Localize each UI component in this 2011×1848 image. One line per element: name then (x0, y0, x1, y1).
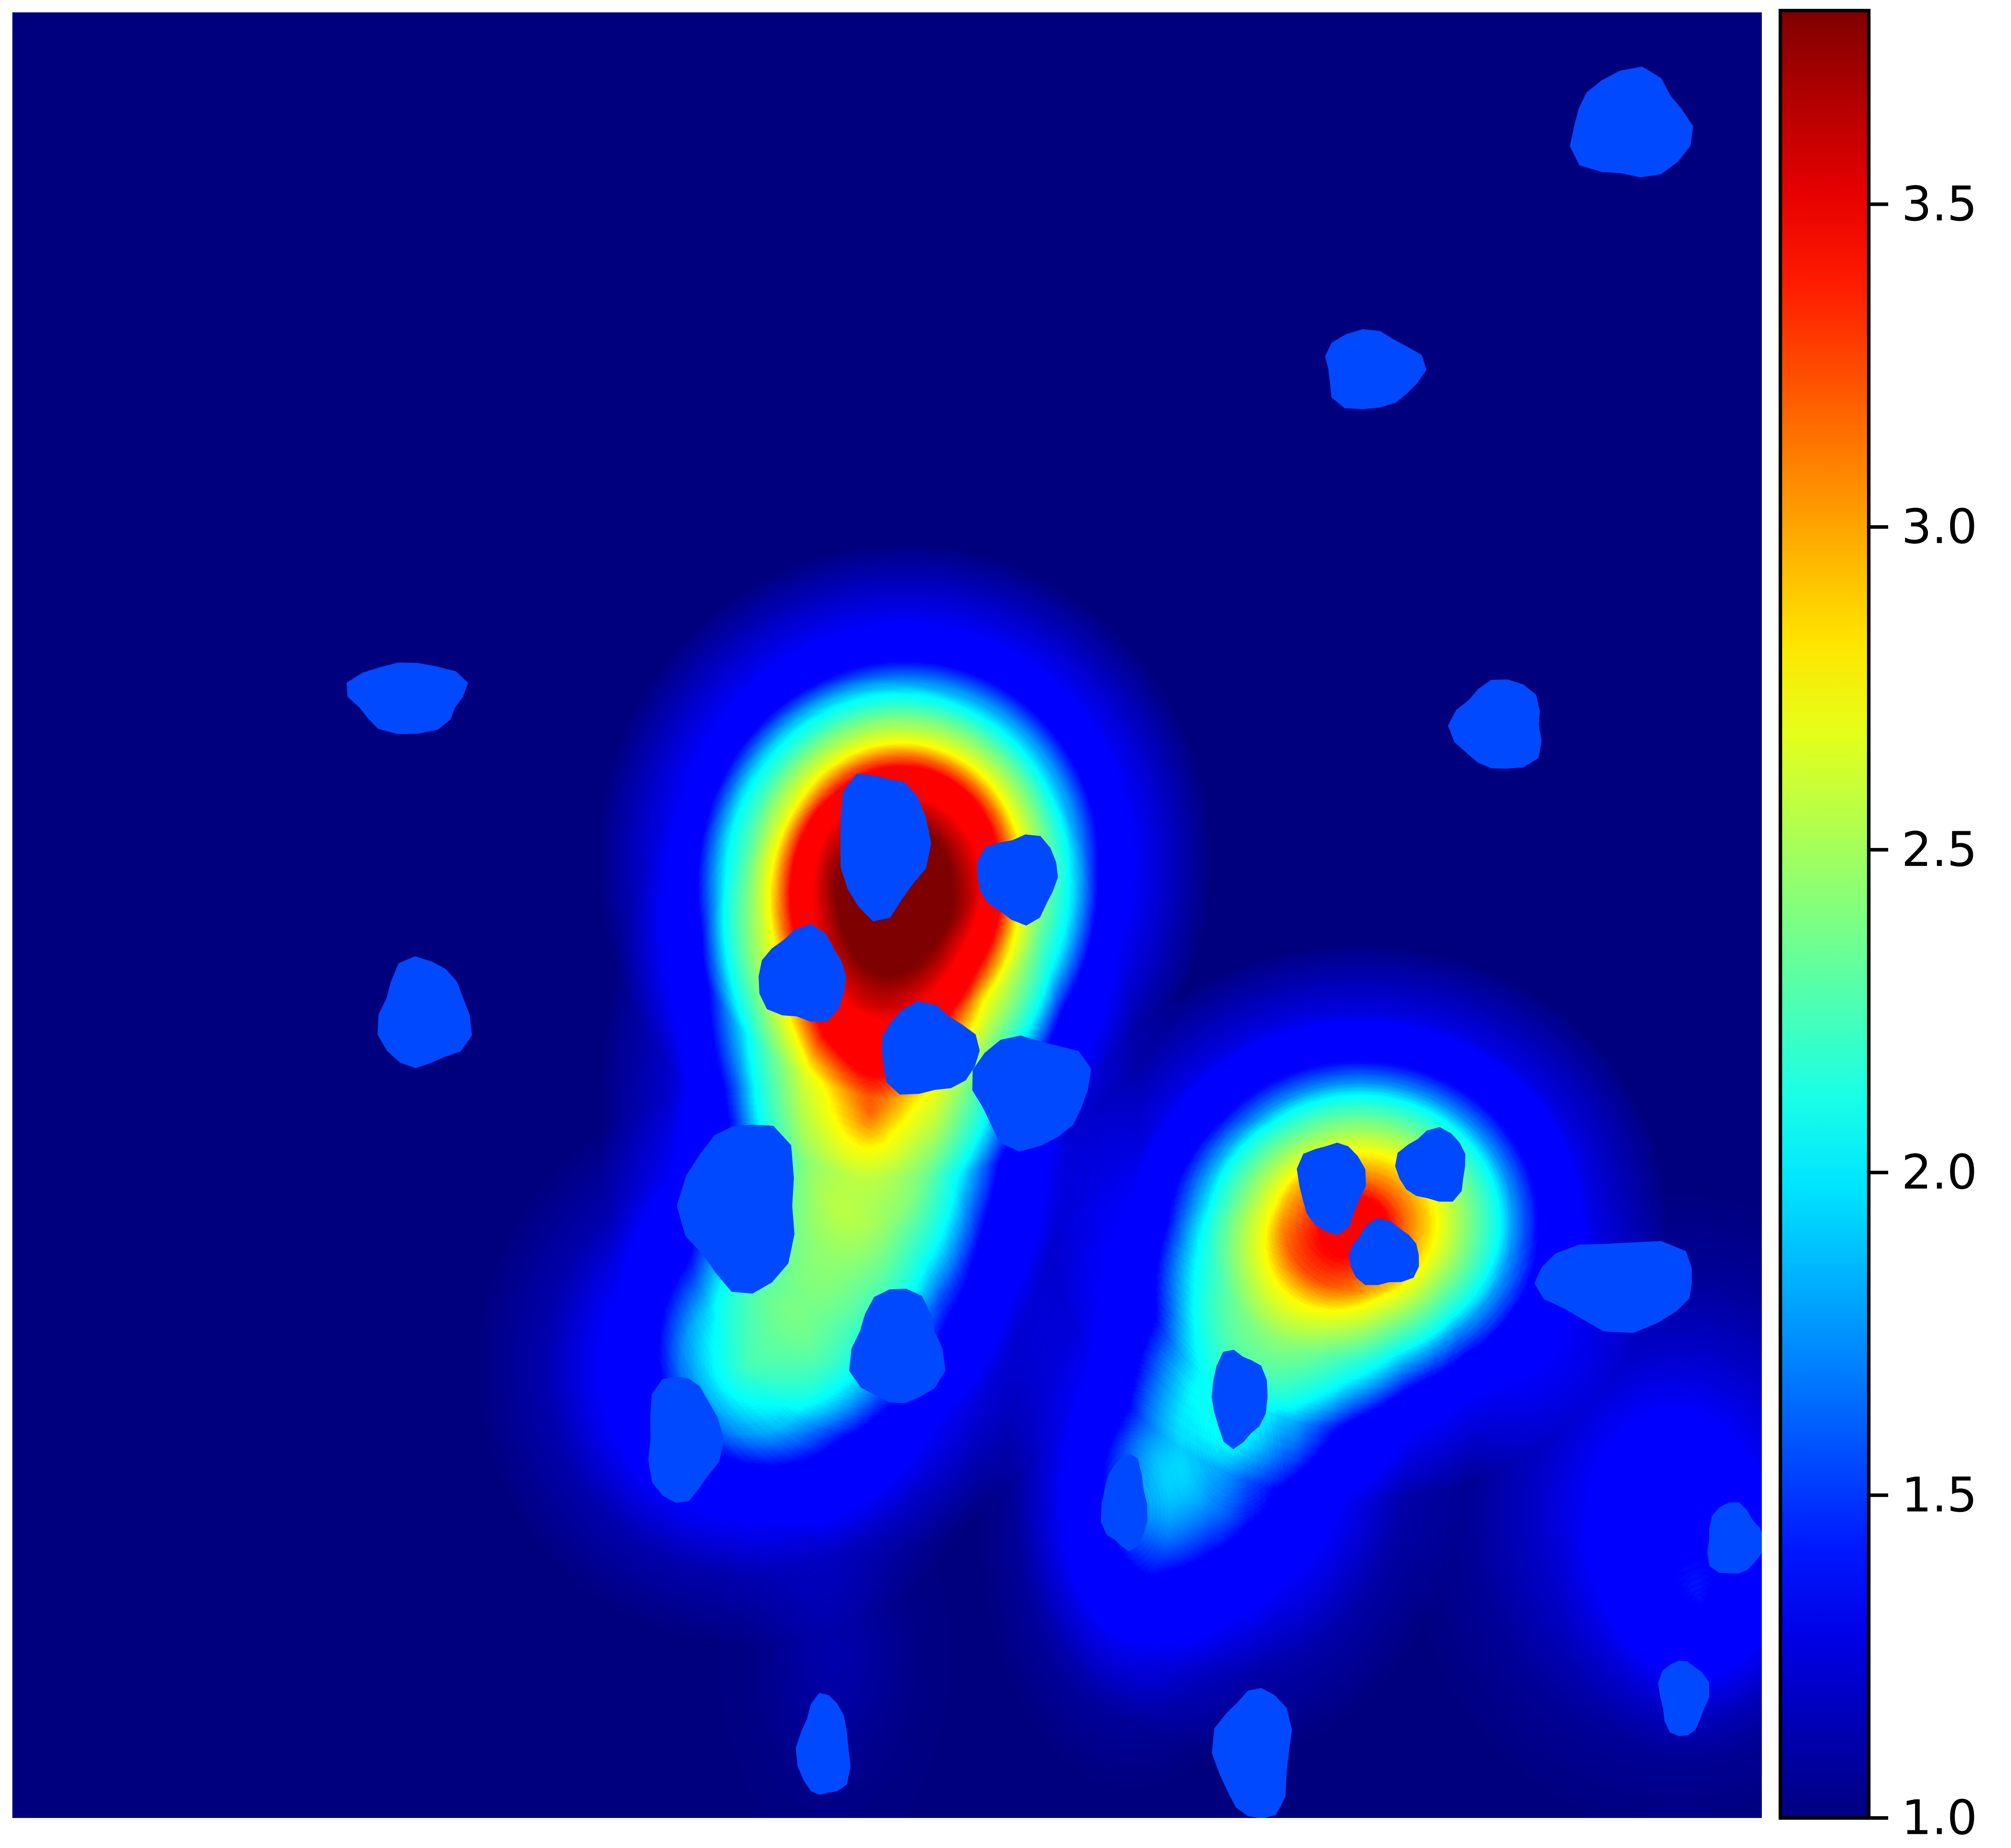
colorbar-tick-label: 3.5 (1901, 177, 1977, 232)
cell-right-mid (1448, 679, 1542, 769)
cell-bottom-left (796, 1693, 851, 1795)
colorbar: 1.0 1.5 2.0 2.5 3.0 3.5 (1779, 9, 1977, 1846)
colorbar-tick-label: 1.5 (1901, 1468, 1977, 1523)
heat-layer (12, 12, 1762, 1818)
bottom-tail (719, 1457, 950, 1818)
cell-top-right (1570, 66, 1693, 178)
colorbar-frame (1779, 9, 1871, 1820)
heatmap-plot-area (12, 12, 1762, 1818)
cell-cluster-lower-left (676, 1125, 795, 1294)
cell-cluster-center (882, 1001, 980, 1095)
colorbar-tick-label: 3.0 (1901, 500, 1977, 555)
cell-right-edge (1534, 1241, 1692, 1333)
colorbar-gradient (1780, 11, 1869, 1818)
cell-group (346, 66, 1762, 1818)
cell-right-cluster-a (1297, 1143, 1366, 1235)
colorbar-ticks: 1.0 1.5 2.0 2.5 3.0 3.5 (1869, 177, 1977, 1846)
cell-right-lower (1211, 1349, 1268, 1449)
colorbar-tick-label: 2.5 (1901, 822, 1977, 877)
cell-far-lower-left (648, 1377, 724, 1503)
cell-bottom-right (1658, 1661, 1709, 1736)
cell-upper-right (1325, 329, 1427, 409)
colorbar-tick-label: 2.0 (1901, 1145, 1977, 1200)
cell-edge-small (1707, 1502, 1762, 1574)
cell-left-upper (346, 663, 468, 734)
cell-bottom-center (1212, 1688, 1292, 1818)
cell-cluster-top (840, 773, 931, 922)
cell-right-cluster-b (1395, 1127, 1465, 1202)
cell-right-cluster-c (1349, 1218, 1419, 1285)
cell-cluster-right (972, 1035, 1091, 1152)
cell-cluster-bottom (849, 1288, 946, 1403)
cell-left-triangle (377, 956, 472, 1068)
cell-cluster-left (759, 924, 846, 1022)
cell-cluster-top-right (977, 834, 1058, 926)
colorbar-tick-label: 1.0 (1901, 1791, 1977, 1846)
cell-valley (1100, 1453, 1148, 1552)
